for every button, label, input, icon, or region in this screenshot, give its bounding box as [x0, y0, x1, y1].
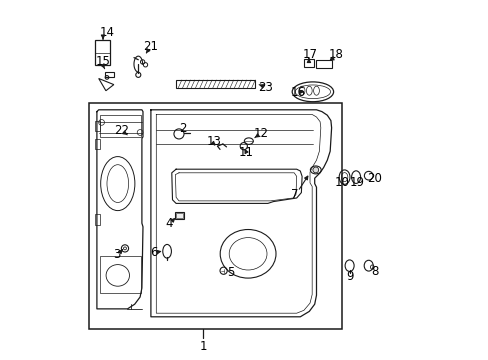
Bar	[316, 60, 331, 68]
Text: 20: 20	[366, 172, 381, 185]
Text: 12: 12	[253, 127, 267, 140]
Bar	[176, 80, 255, 88]
Text: 4: 4	[165, 217, 172, 230]
Text: 19: 19	[348, 176, 364, 189]
Text: 15: 15	[96, 55, 111, 68]
Text: 1: 1	[199, 340, 206, 353]
Bar	[95, 139, 100, 149]
Bar	[100, 256, 141, 293]
Bar	[104, 72, 114, 77]
Text: 3: 3	[113, 248, 120, 261]
Bar	[303, 59, 314, 67]
Text: 11: 11	[238, 146, 253, 159]
Bar	[95, 121, 100, 131]
Text: 14: 14	[99, 26, 114, 39]
Text: 2: 2	[179, 122, 187, 135]
Text: 10: 10	[334, 176, 348, 189]
Text: 9: 9	[345, 270, 353, 283]
Bar	[95, 40, 110, 65]
Text: 18: 18	[328, 48, 343, 61]
Bar	[176, 213, 182, 218]
Bar	[95, 214, 100, 225]
Bar	[100, 115, 141, 137]
Circle shape	[312, 167, 318, 173]
Bar	[175, 212, 183, 219]
Text: 17: 17	[302, 48, 317, 61]
Text: 22: 22	[114, 124, 129, 137]
Text: 6: 6	[150, 246, 157, 259]
Text: 16: 16	[290, 86, 305, 99]
Text: 23: 23	[257, 81, 272, 94]
Text: 13: 13	[206, 135, 221, 148]
Text: 8: 8	[370, 265, 378, 278]
Text: 7: 7	[290, 188, 298, 201]
Text: 21: 21	[142, 40, 157, 53]
Text: 5: 5	[226, 266, 234, 279]
Bar	[89, 103, 341, 329]
